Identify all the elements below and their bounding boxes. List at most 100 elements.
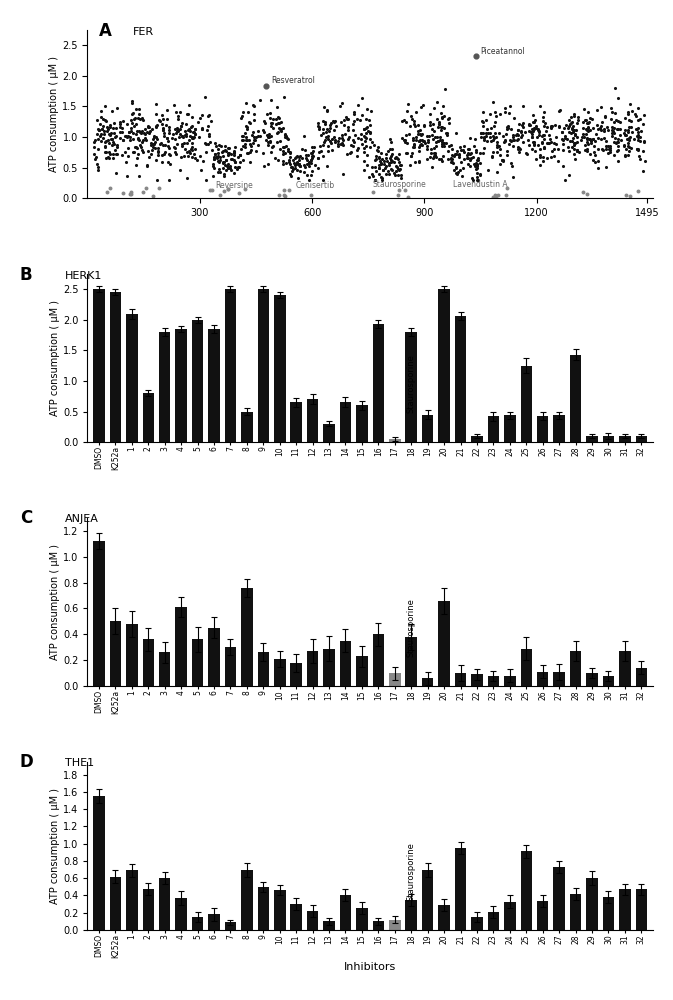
Point [393,161,404,177]
Point [145,135,156,151]
Point [222,158,233,174]
Point [214,149,225,165]
Point [471,160,482,176]
Point [172,136,182,152]
Bar [405,332,417,442]
Point [550,117,561,133]
Point [233,159,244,175]
Text: B: B [20,266,32,284]
Point [632,100,643,116]
Point [318,137,328,153]
Point [366,134,377,150]
Point [258,124,269,140]
Point [94,128,105,144]
Bar [356,405,367,442]
Point [127,95,138,111]
Point [318,99,329,115]
Point [379,153,390,169]
Point [104,144,114,160]
Point [604,144,615,160]
Point [112,137,122,153]
Point [503,120,513,136]
Point [608,125,619,141]
Point [414,139,425,155]
Point [581,141,592,157]
Point [277,139,288,155]
Point [118,132,129,148]
Point [604,138,615,154]
Point [171,120,182,136]
Point [566,125,577,141]
Point [280,145,291,161]
Point [629,131,639,147]
Point [306,187,317,203]
Point [299,142,310,158]
Point [508,138,519,154]
Bar [241,588,252,686]
Point [152,140,163,156]
Point [275,123,286,139]
Point [415,132,426,148]
Point [479,129,489,145]
Point [590,154,600,170]
Point [182,144,192,160]
Point [214,187,225,203]
Point [577,120,588,136]
Point [108,125,119,141]
Bar [570,651,581,686]
Point [220,138,231,154]
Bar [422,870,433,930]
Point [240,95,251,111]
Point [132,146,143,162]
Point [172,108,183,124]
Text: FER: FER [133,27,154,37]
Point [620,148,631,164]
Point [496,152,507,168]
Point [621,187,632,203]
Point [534,124,544,140]
Y-axis label: ATP consumption ( μM ): ATP consumption ( μM ) [50,788,61,904]
Point [274,133,285,149]
Point [386,162,397,178]
Point [468,149,479,165]
Point [145,123,155,139]
Point [110,142,120,158]
Point [516,124,526,140]
Point [472,157,483,173]
Point [385,150,396,166]
Point [633,127,643,143]
Point [456,154,467,170]
Point [605,111,616,127]
Point [546,149,557,165]
Point [258,122,269,138]
Point [103,132,114,148]
Point [280,155,291,171]
Point [135,137,145,153]
Point [610,112,621,128]
Point [399,132,410,148]
Point [612,138,623,154]
Point [283,143,293,159]
Point [481,128,491,144]
Bar [455,848,466,930]
Point [275,121,285,137]
Point [133,168,144,184]
Point [227,151,238,167]
Point [238,138,248,154]
Point [290,156,301,172]
Text: Lavendustin A: Lavendustin A [452,180,507,189]
Point [640,153,651,169]
Point [569,141,579,157]
Point [538,149,548,165]
Point [290,150,301,166]
Point [425,106,435,122]
Point [170,125,181,141]
Point [559,130,570,146]
Point [345,137,356,153]
Point [260,78,271,94]
Point [477,125,488,141]
Point [302,152,312,168]
Point [572,142,583,158]
Point [545,118,556,134]
Bar [373,324,384,442]
